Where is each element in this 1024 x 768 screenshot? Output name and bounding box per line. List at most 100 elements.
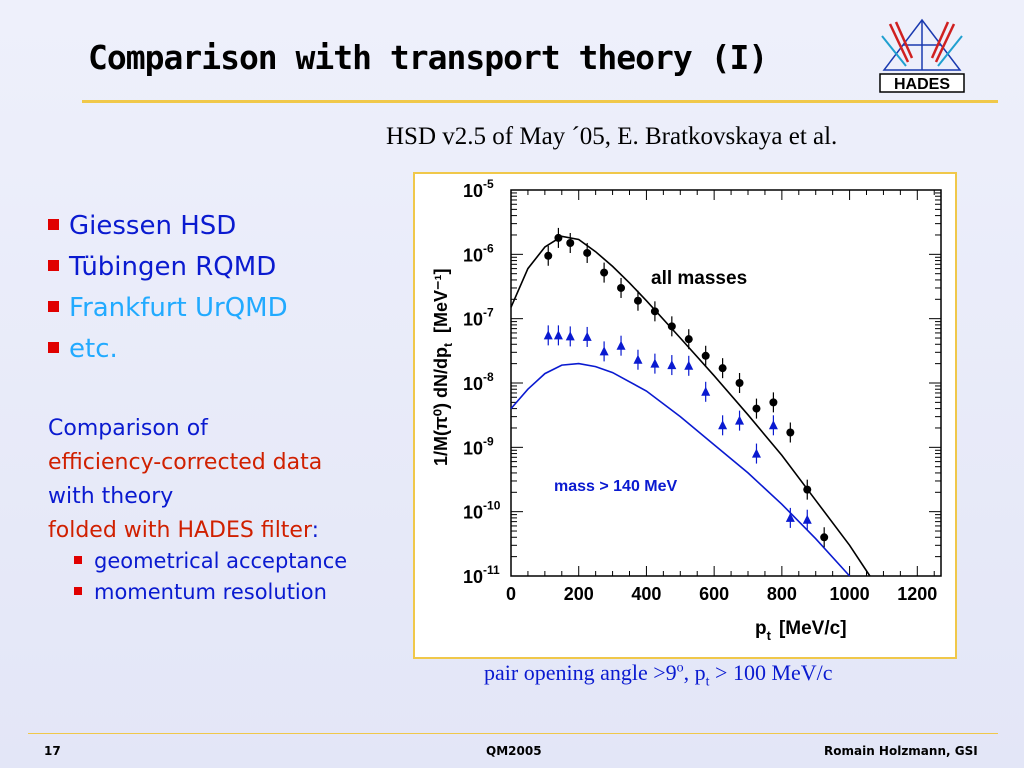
data-point: [752, 404, 761, 413]
data-point: [785, 512, 795, 522]
y-tick-label: 10-5: [463, 177, 494, 201]
caption-degree: o: [676, 660, 684, 676]
description-line: efficiency-corrected data: [48, 450, 323, 475]
y-axis-label-main: 1/M(π⁰) dN/dp: [431, 347, 451, 466]
y-tick-label: 10-9: [463, 434, 494, 458]
annotation-all-masses: all masses: [651, 268, 747, 289]
data-point: [544, 251, 553, 260]
description-line: with theory: [48, 484, 174, 509]
plot-area-frame: [510, 189, 942, 577]
plot-caption: pair opening angle >9o, pt > 100 MeV/c: [484, 660, 833, 690]
y-tick-label: 10-7: [463, 306, 494, 330]
list-item: Giessen HSD: [48, 206, 288, 247]
data-point: [583, 248, 592, 257]
data-point: [768, 420, 778, 430]
x-axis-label-main: p: [755, 618, 767, 639]
description: Comparison of efficiency-corrected data …: [48, 412, 322, 548]
plot-panel: 0 200 400 600 800 1000 1200 10-5 10-6 10-7 10-8 10-…: [415, 174, 955, 657]
data-point: [735, 379, 744, 387]
data-point: [667, 360, 677, 370]
description-colon: :: [311, 518, 320, 543]
data-point: [701, 351, 710, 360]
data-point: [718, 420, 728, 430]
bullet-square-icon: [48, 342, 59, 353]
data-point: [617, 283, 626, 292]
data-point: [701, 386, 711, 396]
description-line: Comparison of: [48, 416, 208, 441]
caption-prefix: pair opening angle >9: [484, 660, 677, 685]
bullet-square-icon: [48, 260, 59, 271]
bullet-label: etc.: [69, 334, 118, 364]
x-tick-label: 800: [767, 584, 797, 604]
data-point: [786, 428, 795, 437]
description-filter-text: folded with HADES filter: [48, 518, 312, 543]
hades-logo: HADES: [872, 14, 972, 96]
x-tick-label: 1000: [830, 584, 870, 604]
title-divider: [82, 100, 998, 103]
model-list: Giessen HSD Tübingen RQMD Frankfurt UrQM…: [48, 206, 288, 370]
data-point: [650, 307, 659, 316]
y-axis-label-sub: t: [441, 343, 455, 347]
data-point: [566, 239, 575, 248]
data-point: [599, 346, 609, 356]
sub-bullet-label: geometrical acceptance: [94, 549, 348, 573]
data-point: [667, 322, 676, 331]
slide-title: Comparison with transport theory (I): [88, 38, 768, 77]
theory-curve: [510, 362, 851, 577]
hades-logo-icon: HADES: [879, 18, 965, 93]
bullet-square-icon: [48, 301, 59, 312]
citation: HSD v2.5 of May ´05, E. Bratkovskaya et …: [386, 123, 838, 150]
data-point: [718, 364, 727, 373]
list-item: momentum resolution: [74, 577, 347, 608]
data-point: [582, 331, 592, 341]
y-tick-label: 10-8: [463, 370, 494, 394]
y-tick-label: 10-10: [463, 499, 501, 523]
data-point: [553, 330, 563, 340]
annotation-mass-140: mass > 140 MeV: [554, 478, 678, 495]
filter-list: geometrical acceptance momentum resoluti…: [74, 546, 347, 608]
data-point: [769, 398, 778, 407]
data-point: [554, 233, 563, 242]
bullet-square-icon: [74, 556, 82, 564]
x-tick-label: 0: [506, 584, 516, 604]
data-point: [565, 331, 575, 341]
footer-divider: [28, 733, 998, 734]
data-point: [633, 296, 642, 305]
data-point: [751, 448, 761, 458]
data-point: [616, 340, 626, 350]
data-point: [735, 415, 745, 425]
data-point: [820, 533, 829, 542]
y-tick-label: 10-11: [463, 563, 500, 587]
page-number: 17: [44, 744, 61, 758]
y-axis-label: 1/M(π⁰) dN/dpt [MeV⁻¹]: [431, 269, 455, 466]
y-tick-label: 10-6: [463, 241, 494, 265]
caption-suffix: > 100 MeV/c: [709, 660, 833, 685]
data-point: [650, 358, 660, 368]
bullet-square-icon: [48, 219, 59, 230]
logo-text: HADES: [894, 76, 950, 93]
x-tick-label: 400: [631, 584, 661, 604]
pt-spectrum-chart: 0 200 400 600 800 1000 1200 10-5 10-6 10-7 10-8 10-…: [431, 177, 942, 643]
footer-author: Romain Holzmann, GSI: [824, 744, 978, 758]
x-axis-label-sub: t: [767, 628, 772, 643]
data-point: [633, 354, 643, 364]
y-axis-label-unit: [MeV⁻¹]: [431, 269, 451, 334]
x-tick-label: 600: [699, 584, 729, 604]
sub-bullet-label: momentum resolution: [94, 580, 327, 604]
caption-mid: , p: [683, 660, 706, 685]
bullet-square-icon: [74, 587, 82, 595]
data-point: [802, 514, 812, 524]
bullet-label: Tübingen RQMD: [69, 252, 277, 282]
bullet-label: Frankfurt UrQMD: [69, 293, 288, 323]
data-point: [543, 330, 553, 340]
x-tick-label: 1200: [897, 584, 937, 604]
data-point: [684, 360, 694, 370]
x-axis-label-unit: [MeV/c]: [779, 618, 847, 639]
caption-sub: t: [705, 674, 710, 690]
data-point: [600, 268, 609, 277]
list-item: geometrical acceptance: [74, 546, 347, 577]
x-axis-label: pt [MeV/c]: [755, 618, 847, 643]
bullet-label: Giessen HSD: [69, 211, 237, 241]
x-tick-label: 200: [564, 584, 594, 604]
data-point: [684, 335, 693, 344]
